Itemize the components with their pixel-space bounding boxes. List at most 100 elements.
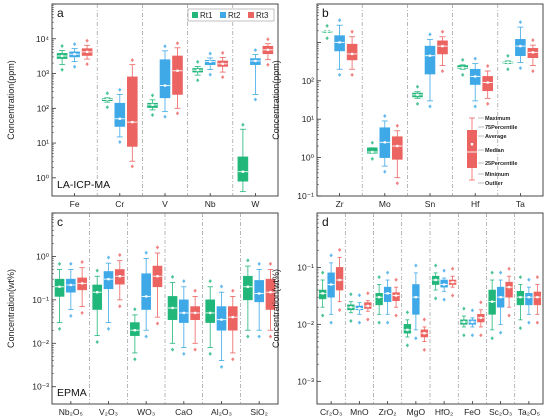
iqr-box (346, 43, 358, 61)
legend-swatch-Rt1 (192, 12, 198, 18)
panel-letter: b (322, 6, 329, 20)
outlier-point (246, 258, 250, 263)
outlier-point (366, 291, 370, 296)
outlier-point (241, 122, 245, 127)
outlier-point (268, 334, 273, 339)
key-label-minimum: Minimum (485, 172, 509, 178)
outlier-point (253, 48, 258, 53)
box-Rt2-WO₃ (141, 250, 151, 339)
box-Rt3-V (172, 41, 183, 116)
outlier-point (72, 64, 77, 69)
box-Rt3-MgO (420, 317, 429, 352)
box-Rt3-Zr (346, 29, 358, 77)
box-Rt2-W (250, 48, 261, 102)
outlier-point (118, 252, 122, 257)
key-box (467, 130, 477, 168)
outlier-point (57, 261, 62, 266)
panel-note: LA-ICP-MA (57, 179, 110, 191)
x-tick-label: Sn (425, 199, 436, 209)
x-tick-label: WO₃ (137, 407, 155, 417)
outlier-point (377, 320, 381, 325)
box-Rt3-Fe (81, 38, 93, 67)
x-tick-label: Hf (471, 199, 480, 209)
average-marker (69, 283, 73, 287)
outlier-point (518, 275, 523, 280)
iqr-box (141, 273, 151, 310)
outlier-point (337, 308, 342, 313)
outlier-point (60, 43, 64, 48)
average-marker (394, 294, 398, 297)
average-marker (209, 311, 212, 315)
box-Rt2-Sn (424, 32, 436, 109)
legend-swatch-Rt2 (220, 12, 226, 18)
box-Rt3-Cr₂O₃ (335, 247, 344, 313)
outlier-point (440, 29, 445, 34)
iqr-box (525, 293, 533, 306)
box-Rt1-Sc₂O₃ (488, 270, 496, 341)
box-Rt1-Ta₂O₅ (516, 275, 525, 331)
outlier-point (144, 250, 148, 255)
outlier-point (57, 326, 62, 331)
outlier-point (69, 313, 73, 318)
box-Rt1-V (147, 93, 158, 117)
average-marker (423, 331, 426, 335)
box-Rt1-Zr (321, 23, 333, 41)
box-Rt1-HfO₂ (431, 263, 440, 301)
box-Rt3-SiO₂ (265, 261, 276, 339)
key-label-median: Median (485, 148, 505, 154)
box-Rt2-Nb₂O₅ (66, 261, 76, 318)
key-label-25percentile: 25Percentile (485, 161, 517, 167)
iqr-box (227, 306, 238, 331)
iqr-box (412, 284, 420, 315)
average-marker (506, 61, 510, 64)
outlier-point (257, 334, 261, 339)
average-marker (241, 170, 245, 173)
average-marker (383, 141, 386, 144)
box-Rt3-Mo (391, 123, 403, 186)
outlier-point (442, 297, 446, 302)
iqr-box (114, 102, 126, 127)
x-tick-label: Mo (379, 199, 391, 209)
box-Rt1-Ta (502, 53, 514, 72)
x-tick-label: SiO₂ (250, 407, 267, 417)
outlier-point (163, 44, 167, 49)
box-Rt1-Sn (412, 84, 423, 106)
box-Rt2-V₂O₃ (103, 255, 114, 331)
average-marker (246, 285, 250, 288)
key-label-average: Average (485, 134, 507, 140)
legend-label-Rt1: Rt1 (200, 11, 213, 20)
box-Rt3-Hf (482, 63, 494, 106)
average-marker (171, 306, 174, 310)
box-Rt3-Cr (127, 58, 138, 169)
outlier-point (208, 351, 212, 356)
average-marker (133, 329, 137, 332)
outlier-point (507, 313, 511, 318)
average-marker (106, 98, 109, 101)
average-marker (151, 103, 154, 107)
iqr-box (424, 45, 436, 75)
outlier-point (450, 266, 455, 271)
average-marker (325, 30, 329, 33)
box-Rt3-Ta₂O₅ (533, 275, 542, 325)
box-Rt2-V (159, 44, 171, 119)
key-average (470, 143, 474, 146)
outlier-point (527, 277, 531, 282)
outlier-point (150, 112, 155, 117)
box-Rt3-W (262, 37, 274, 67)
iqr-box (216, 306, 227, 331)
box-Rt1-Cr₂O₃ (318, 270, 327, 318)
panel-letter: c (57, 215, 63, 229)
box-Rt1-ZrO₂ (375, 275, 383, 325)
average-marker (486, 81, 489, 84)
outlier-point (118, 140, 122, 145)
x-tick-label: V (162, 199, 168, 209)
outlier-point (394, 313, 398, 318)
outlier-point (383, 113, 387, 118)
outlier-point (473, 56, 477, 61)
outlier-point (266, 62, 270, 67)
average-marker (58, 285, 61, 288)
outlier-point (196, 59, 200, 64)
outlier-point (85, 38, 89, 43)
x-tick-label: MnO (350, 407, 369, 417)
x-tick-label: MgO (407, 407, 426, 417)
